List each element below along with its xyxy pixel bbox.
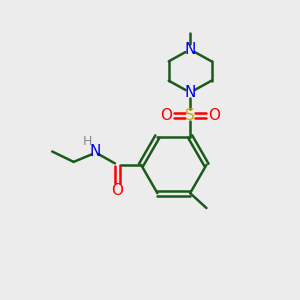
Text: N: N [89,144,101,159]
Text: O: O [208,108,220,123]
Text: S: S [185,108,195,123]
Text: N: N [184,85,196,100]
Text: O: O [160,108,172,123]
Text: H: H [83,136,92,148]
Text: N: N [184,42,196,57]
Text: O: O [111,183,123,198]
